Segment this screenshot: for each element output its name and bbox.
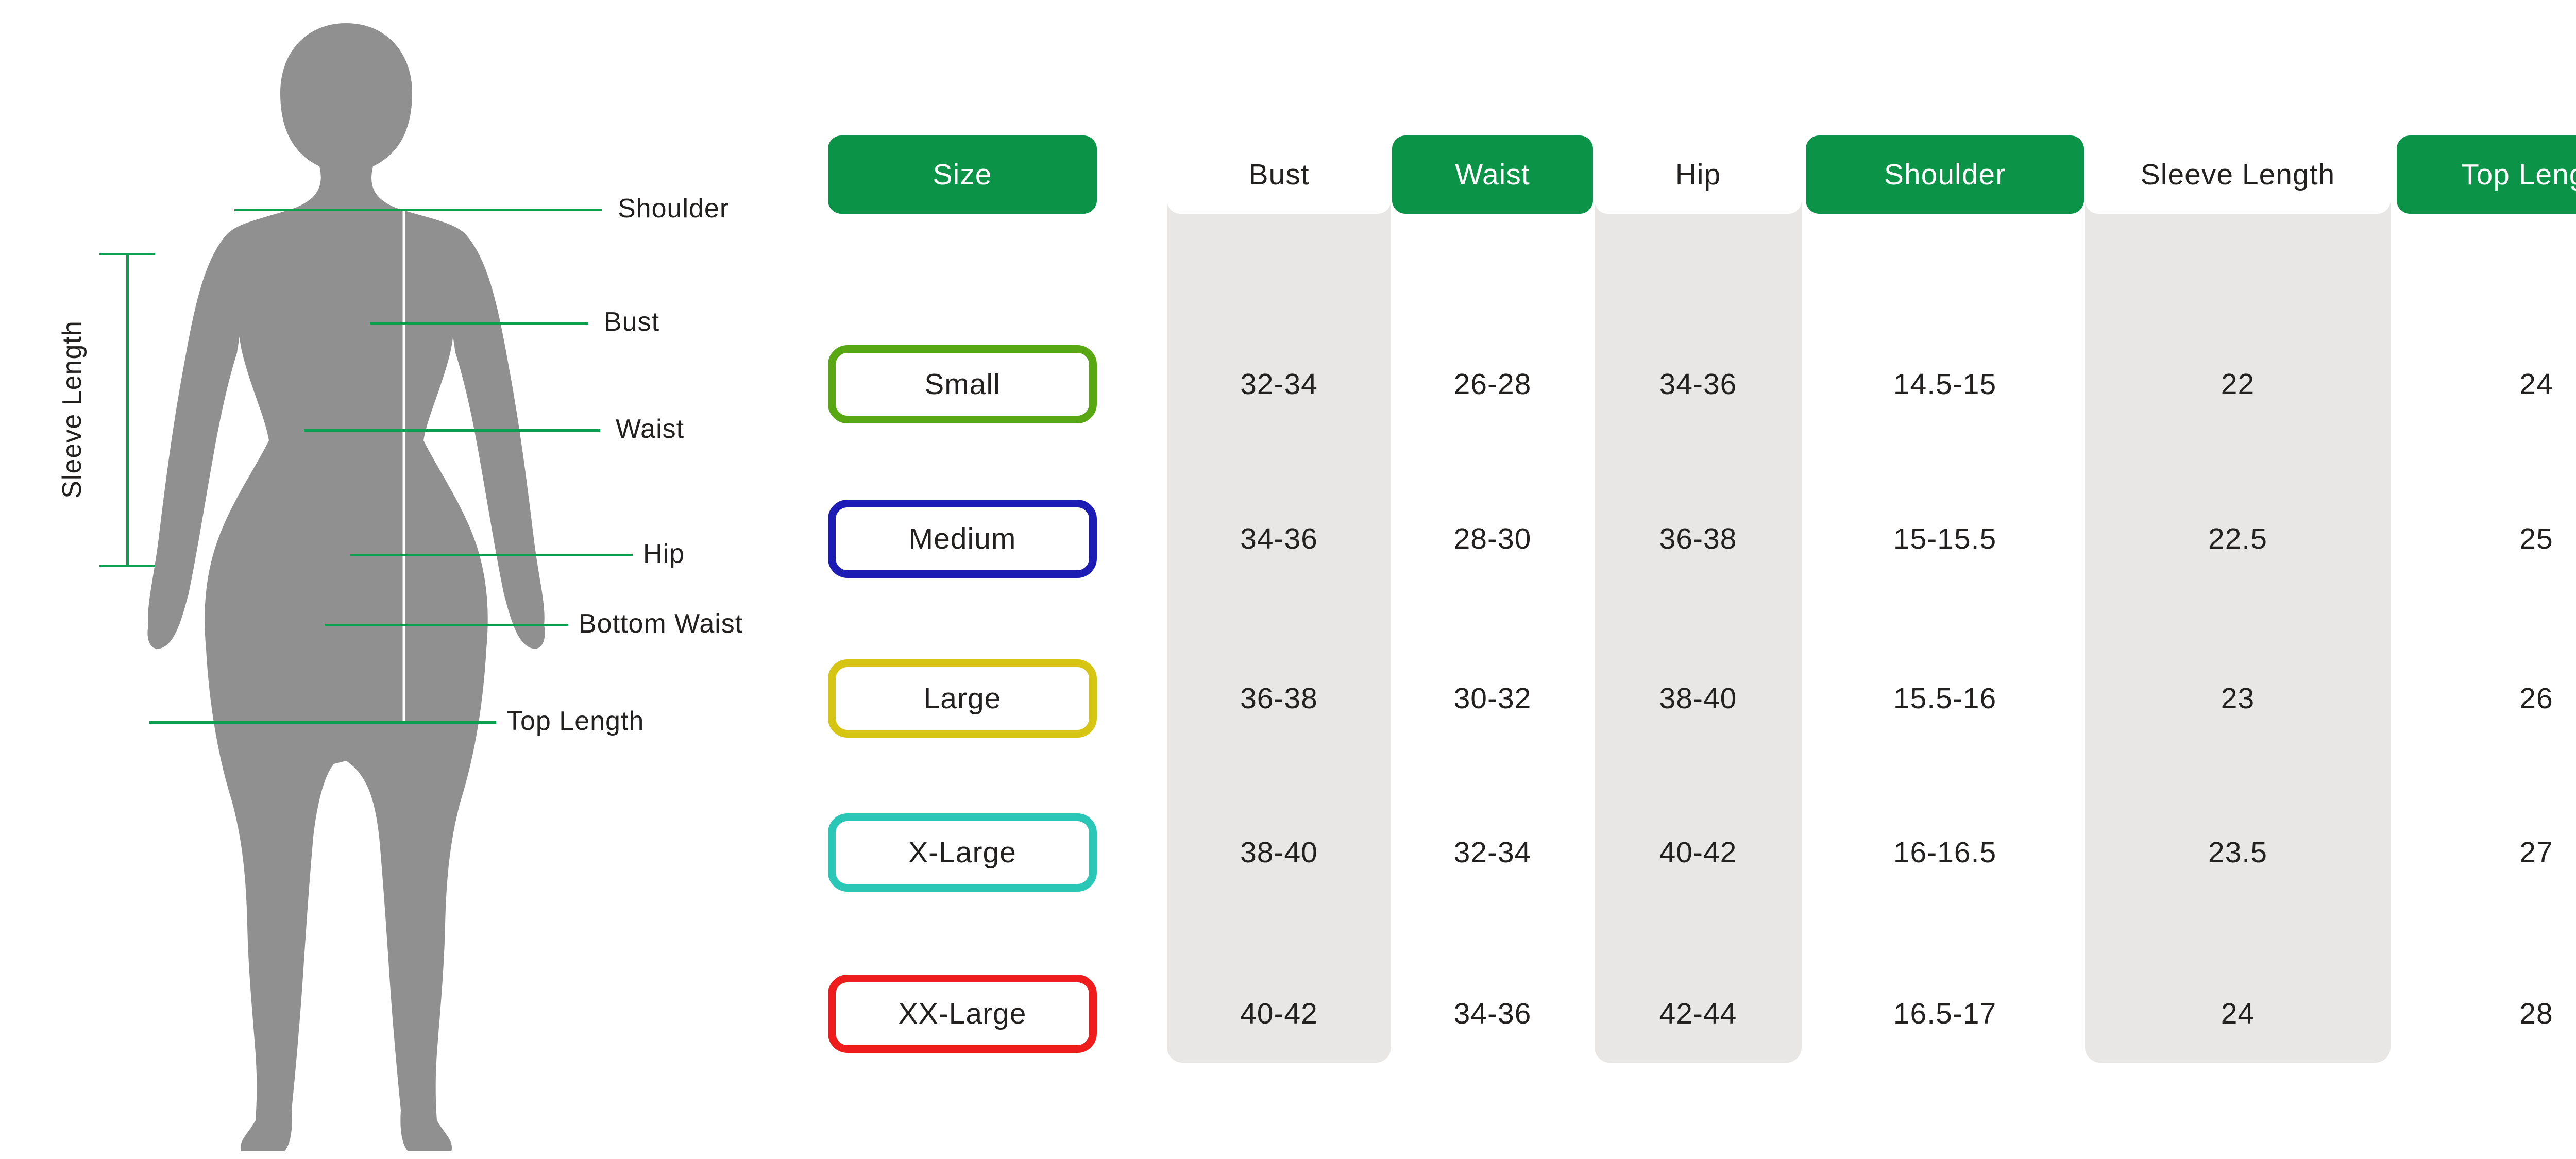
table-cell: 25 bbox=[2519, 522, 2553, 555]
table-cell: 22.5 bbox=[2208, 522, 2267, 555]
waist-label: Waist bbox=[616, 414, 685, 444]
table-cell: 24 bbox=[2221, 997, 2255, 1030]
table-cell: 38-40 bbox=[1240, 836, 1318, 869]
bust-label: Bust bbox=[604, 307, 660, 337]
column-shoulder: Shoulder 14.5-15 15-15.5 15.5-16 16-16.5… bbox=[1806, 135, 2084, 1063]
top-length-label: Top Length bbox=[506, 706, 645, 736]
column-header-hip: Hip bbox=[1595, 135, 1802, 214]
table-cell: 32-34 bbox=[1240, 368, 1318, 401]
size-button-x-large[interactable]: X-Large bbox=[828, 813, 1097, 892]
table-cell: 27 bbox=[2519, 836, 2553, 869]
table-cell: 15.5-16 bbox=[1893, 682, 1997, 715]
table-cell: 38-40 bbox=[1659, 682, 1737, 715]
table-cell: 15-15.5 bbox=[1893, 522, 1997, 555]
column-header-sleeve-length: Sleeve Length bbox=[2085, 135, 2391, 214]
size-button-large[interactable]: Large bbox=[828, 659, 1097, 738]
bottom-waist-label: Bottom Waist bbox=[579, 609, 743, 639]
table-cell: 16-16.5 bbox=[1893, 836, 1997, 869]
table-cell: 23 bbox=[2221, 682, 2255, 715]
column-header-shoulder: Shoulder bbox=[1806, 135, 2084, 214]
sleeve-length-bracket-cap-bottom bbox=[99, 565, 155, 567]
table-cell: 34-36 bbox=[1240, 522, 1318, 555]
table-cell: 23.5 bbox=[2208, 836, 2267, 869]
column-hip: Hip 34-36 36-38 38-40 40-42 42-44 bbox=[1595, 135, 1802, 1063]
column-size: Size Small Medium Large X-Large XX-Large bbox=[828, 135, 1097, 1063]
table-cell: 40-42 bbox=[1240, 997, 1318, 1030]
table-cell: 34-36 bbox=[1659, 368, 1737, 401]
female-body-silhouette bbox=[147, 23, 545, 1151]
shoulder-label: Shoulder bbox=[618, 194, 730, 224]
column-header-waist: Waist bbox=[1392, 135, 1593, 214]
column-bust: Bust 32-34 34-36 36-38 38-40 40-42 bbox=[1167, 135, 1391, 1063]
waist-measure-line bbox=[304, 429, 600, 432]
shoulder-measure-line bbox=[234, 209, 602, 211]
column-top-length: Top Length 24 25 26 27 28 bbox=[2397, 135, 2576, 1063]
sleeve-length-bracket-line bbox=[126, 253, 129, 567]
table-cell: 40-42 bbox=[1659, 836, 1737, 869]
table-cell: 36-38 bbox=[1240, 682, 1318, 715]
hip-label: Hip bbox=[643, 539, 685, 569]
size-button-small[interactable]: Small bbox=[828, 345, 1097, 423]
table-cell: 26-28 bbox=[1453, 368, 1532, 401]
column-header-bust: Bust bbox=[1167, 135, 1391, 214]
size-button-medium[interactable]: Medium bbox=[828, 500, 1097, 578]
table-cell: 34-36 bbox=[1453, 997, 1532, 1030]
column-sleeve-length: Sleeve Length 22 22.5 23 23.5 24 bbox=[2085, 135, 2391, 1063]
sleeve-length-label: Sleeve Length bbox=[57, 320, 87, 499]
table-cell: 30-32 bbox=[1453, 682, 1532, 715]
table-cell: 22 bbox=[2221, 368, 2255, 401]
table-cell: 24 bbox=[2519, 368, 2553, 401]
table-cell: 28 bbox=[2519, 997, 2553, 1030]
sleeve-length-label-wrap: Sleeve Length bbox=[26, 255, 118, 564]
top-length-measure-line bbox=[149, 721, 496, 724]
bottom-waist-measure-line bbox=[325, 624, 568, 626]
hip-measure-line bbox=[350, 554, 633, 556]
table-cell: 14.5-15 bbox=[1893, 368, 1997, 401]
table-cell: 26 bbox=[2519, 682, 2553, 715]
table-cell: 42-44 bbox=[1659, 997, 1737, 1030]
size-button-xx-large[interactable]: XX-Large bbox=[828, 975, 1097, 1053]
sleeve-length-bracket-cap-top bbox=[99, 253, 155, 255]
column-waist: Waist 26-28 28-30 30-32 32-34 34-36 bbox=[1392, 135, 1593, 1063]
bust-measure-line bbox=[370, 322, 588, 325]
table-cell: 36-38 bbox=[1659, 522, 1737, 555]
column-header-top-length: Top Length bbox=[2397, 135, 2576, 214]
table-cell: 16.5-17 bbox=[1893, 997, 1997, 1030]
table-cell: 32-34 bbox=[1453, 836, 1532, 869]
column-header-size: Size bbox=[828, 135, 1097, 214]
table-cell: 28-30 bbox=[1453, 522, 1532, 555]
